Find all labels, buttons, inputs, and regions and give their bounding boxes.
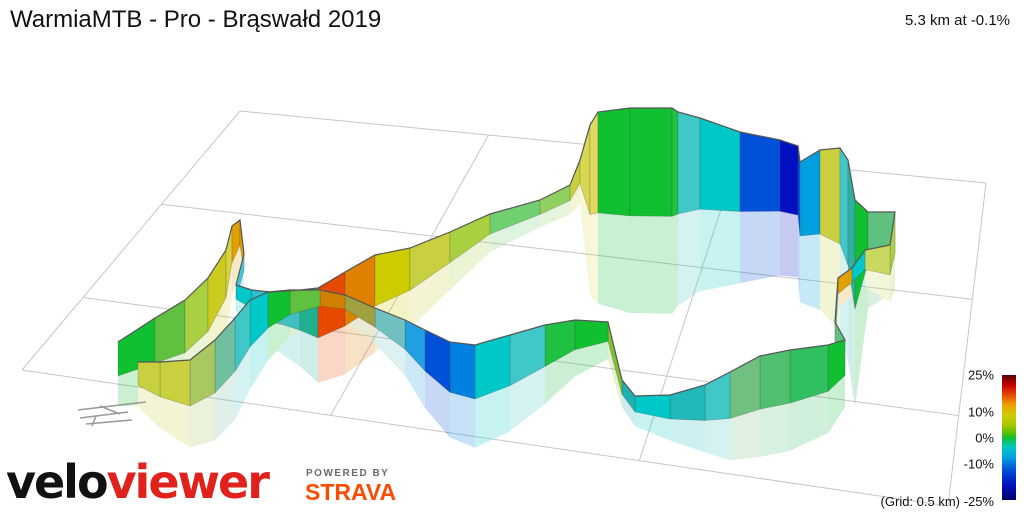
route-wall-segment (779, 139, 799, 216)
route-reflection-segment (730, 409, 760, 461)
route-wall-segment (449, 341, 476, 400)
route-reflection-segment (160, 396, 190, 448)
route-reflection-segment (425, 370, 450, 438)
route-reflection-segment (540, 200, 570, 228)
route-top-edge (117, 107, 896, 397)
route-wall-segment (819, 147, 841, 245)
route-wall-segment (759, 349, 791, 410)
scale-label-minus-10: -10% (963, 456, 994, 472)
route-reflection-segment (828, 375, 845, 434)
route-reflection-segment (405, 349, 425, 408)
route-reflection-segment (570, 183, 580, 215)
route-reflection-segment (235, 346, 250, 420)
svg-text:veloviewer: veloviewer (6, 455, 270, 508)
page-title: WarmiaMTB - Pro - Brąswałd 2019 (10, 6, 382, 33)
route-reflection-segment (800, 234, 820, 310)
grid-note: (Grid: 0.5 km) -25% (881, 494, 994, 509)
route-reflection-segment (590, 212, 598, 304)
route-reflection-segment (300, 330, 318, 383)
route-reflection-segment (705, 418, 730, 461)
route-reflection-segment (790, 391, 828, 451)
route-wall-segment (671, 107, 679, 217)
scale-label-25: 25% (967, 367, 994, 383)
route-reflection-segment (700, 209, 740, 292)
route-wall-segment (739, 131, 781, 212)
grid-edge (21, 110, 241, 371)
route-reflection-segment (580, 183, 590, 296)
route-reflection-segment (215, 371, 235, 441)
route-reflection-segment (345, 306, 375, 375)
route-reflection-segment (670, 418, 705, 453)
route-reflection-segment (250, 328, 268, 390)
route-reflection-segment (232, 245, 240, 296)
powered-by-text: POWERED BY (306, 468, 390, 479)
logo-part-viewer: viewer (107, 455, 271, 508)
route-wall-segment (729, 355, 761, 419)
north-arrow-icon (77, 401, 147, 427)
route-reflection-segment (678, 209, 700, 306)
route-reflection-segment (575, 341, 608, 377)
grid-edge (947, 182, 987, 507)
route-reflection-segment (410, 262, 450, 329)
route-reflection-segment (798, 215, 800, 303)
route-reflection-segment (890, 253, 895, 302)
route-walls (117, 107, 896, 421)
route-reflection-segment (855, 262, 868, 408)
route-reflection-segment (820, 234, 840, 331)
route-reflection-segment (740, 211, 780, 284)
route-reflection-segment (545, 349, 575, 404)
route-reflection-segment (780, 211, 798, 278)
scale-label-0: 0% (975, 430, 994, 446)
route-reflection-segment (226, 262, 232, 341)
route-reflection-segment (270, 320, 300, 367)
route-reflection-segment (760, 403, 790, 457)
route-reflection-segment (635, 411, 670, 441)
veloviewer-logo[interactable]: veloviewer (6, 452, 296, 508)
route-wall-segment (677, 111, 701, 215)
route-wall-segment (699, 117, 741, 212)
route-reflection-segment (598, 212, 630, 313)
route-wall-segment (839, 147, 849, 266)
route-reflection-segment (490, 214, 540, 253)
scale-label-10: 10% (967, 404, 994, 420)
route-wall-segment (597, 107, 631, 217)
route-wall-segment (799, 149, 821, 237)
logo-part-velo: velo (6, 455, 107, 508)
route-reflection-segment (630, 215, 672, 314)
route-wall-segment (629, 107, 673, 217)
scale-label-minus-25: -25% (963, 494, 994, 509)
route-reflection-segment (865, 269, 890, 302)
gradient-colorbar (1002, 375, 1016, 500)
route-reflection-segment (375, 327, 405, 376)
route-reflection-segment (450, 392, 475, 448)
route-reflection-segment (848, 265, 855, 408)
route-reflection-segment (318, 325, 345, 383)
route-reflection-segment (672, 214, 678, 314)
route-reflection-segment (622, 394, 635, 427)
route-wall-segment (704, 371, 731, 421)
route-reflection-segment (510, 366, 545, 432)
route-wall-segment (589, 110, 599, 216)
strava-logo[interactable]: STRAVA (305, 479, 397, 505)
route-reflection-segment (608, 341, 622, 408)
route-stats: 5.3 km at -0.1% (904, 12, 1010, 29)
route-reflection-segment (190, 392, 215, 448)
route-reflection-segment (268, 314, 290, 361)
route-reflection-segment (475, 385, 510, 448)
route-reflection-segment (138, 385, 160, 429)
grid-note-text: (Grid: 0.5 km) (880, 494, 961, 509)
route-reflection-segment (838, 282, 852, 309)
route-reflection-segment (450, 234, 490, 290)
